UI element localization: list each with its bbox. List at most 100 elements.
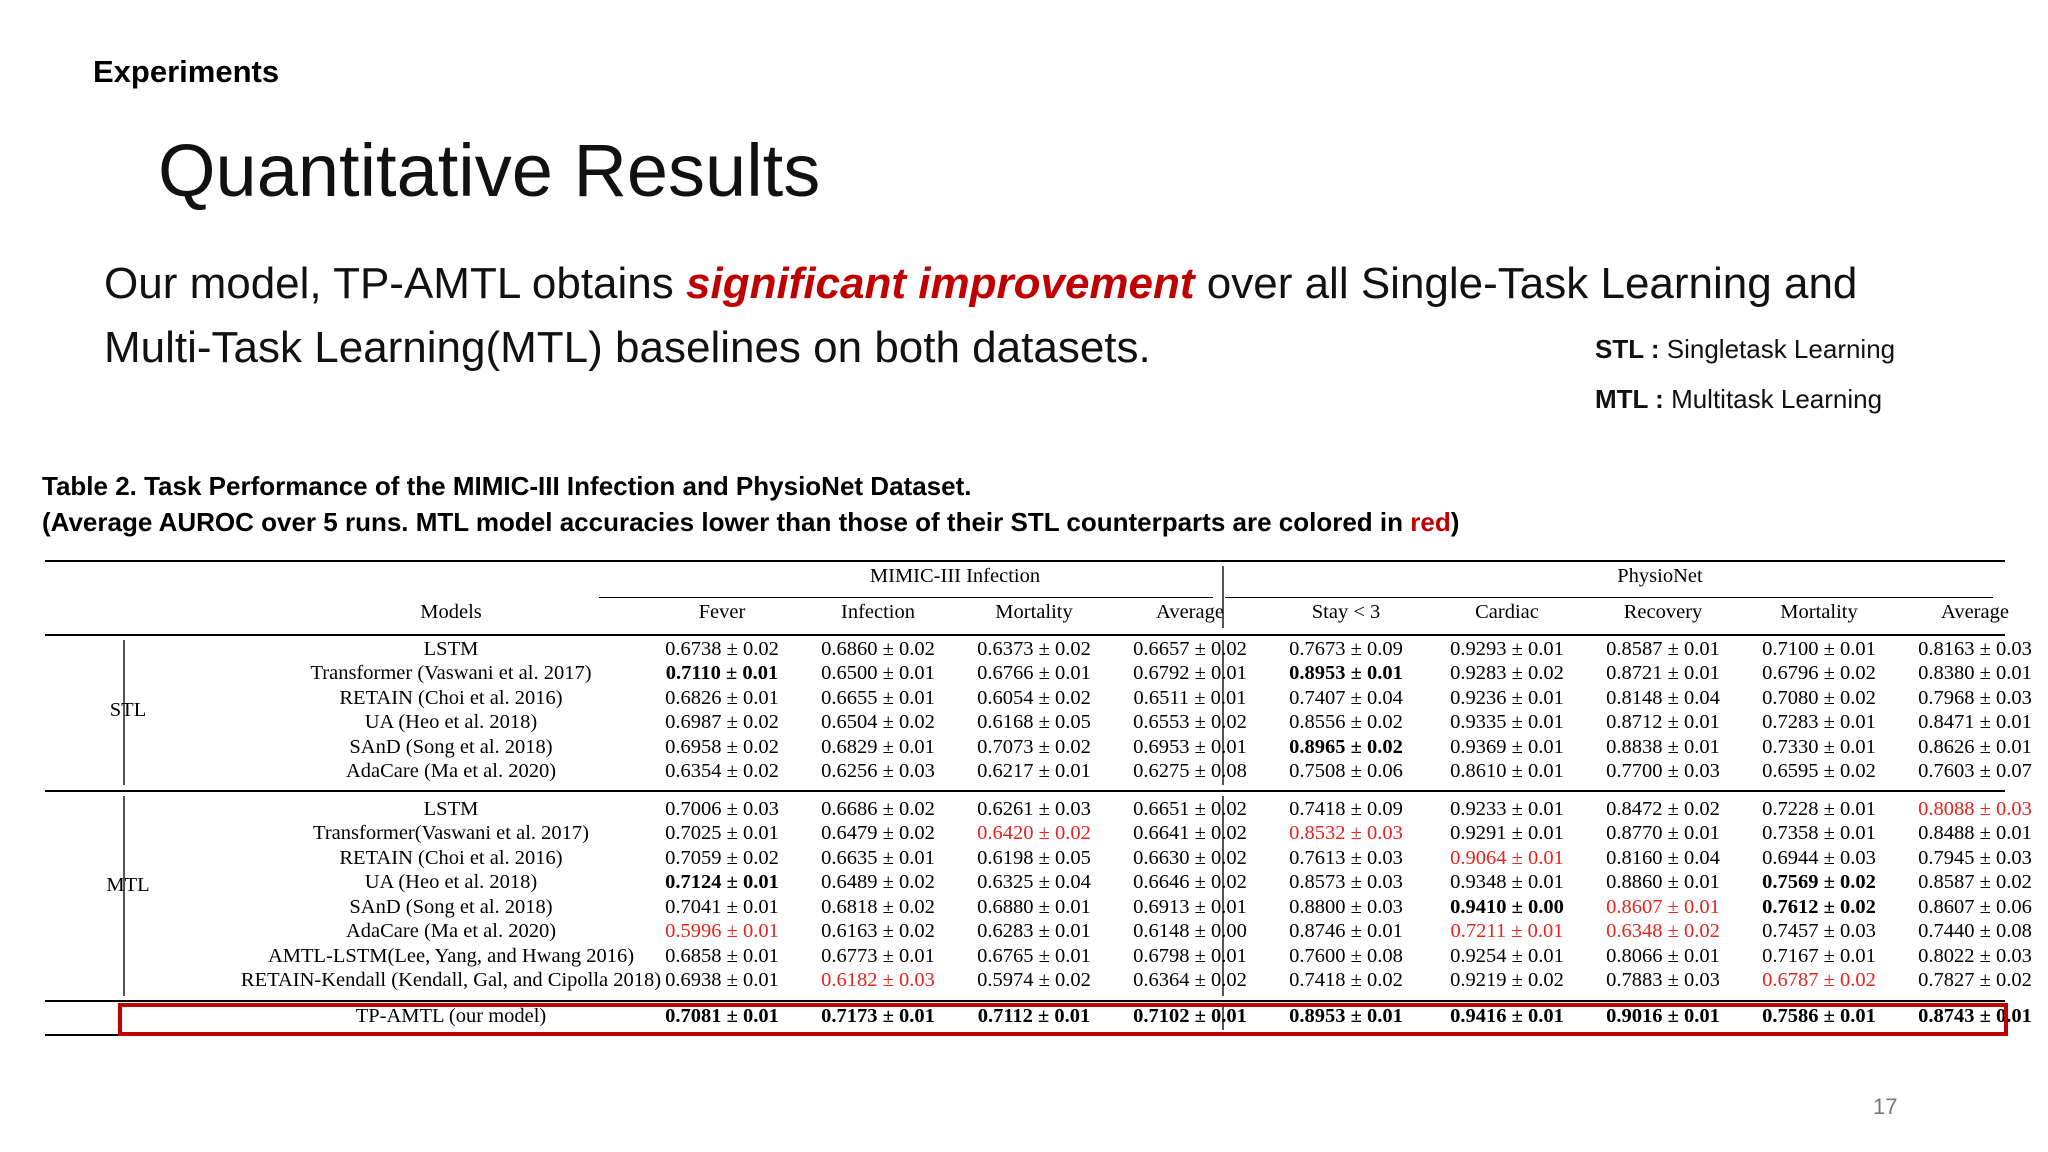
mtl-bottom-rule [45, 1000, 2005, 1002]
caption-red-word: red [1410, 507, 1451, 537]
table-cell: 0.7110 ± 0.01 [665, 662, 779, 684]
table-cell: 0.6630 ± 0.02 [1133, 847, 1247, 869]
model-name: RETAIN (Choi et al. 2016) [339, 687, 563, 709]
table-cell: 0.6738 ± 0.02 [665, 638, 779, 660]
table-cell: 0.6182 ± 0.03 [821, 969, 935, 991]
table-cell: 0.7006 ± 0.03 [665, 798, 779, 820]
table-cell: 0.7457 ± 0.03 [1762, 920, 1876, 942]
table-cell: 0.7612 ± 0.02 [1762, 896, 1876, 918]
lead-line2: Multi-Task Learning(MTL) baselines on bo… [104, 323, 1151, 372]
table-cell: 0.8607 ± 0.06 [1918, 896, 2032, 918]
column-header: Average [1941, 601, 2009, 623]
table-cell: 0.6798 ± 0.01 [1133, 945, 1247, 967]
table-cell: 0.6325 ± 0.04 [977, 871, 1091, 893]
model-name: Transformer (Vaswani et al. 2017) [310, 662, 592, 684]
table-top-rule [45, 560, 2005, 562]
table-cell: 0.7211 ± 0.01 [1450, 920, 1564, 942]
table-cell: 0.6163 ± 0.02 [821, 920, 935, 942]
lead-before: Our model, TP-AMTL obtains [104, 259, 686, 308]
table-cell: 0.9335 ± 0.01 [1450, 711, 1564, 733]
header-bottom-rule [45, 634, 2005, 636]
table-cell: 0.8556 ± 0.02 [1289, 711, 1403, 733]
table-cell-ours: 0.8743 ± 0.01 [1918, 1005, 2032, 1027]
table-cell-ours: 0.7081 ± 0.01 [665, 1005, 779, 1027]
abbr-value: Singletask Learning [1659, 334, 1896, 364]
table-cell: 0.6686 ± 0.02 [821, 798, 935, 820]
table-cell: 0.6489 ± 0.02 [821, 871, 935, 893]
table-cell: 0.9291 ± 0.01 [1450, 822, 1564, 844]
column-header: Mortality [995, 601, 1073, 623]
table-cell: 0.6766 ± 0.01 [977, 662, 1091, 684]
table-cell: 0.6651 ± 0.02 [1133, 798, 1247, 820]
table-cell: 0.8148 ± 0.04 [1606, 687, 1720, 709]
table-cell: 0.6796 ± 0.02 [1762, 662, 1876, 684]
mtl-label-separator [123, 796, 125, 996]
table-cell: 0.8573 ± 0.03 [1289, 871, 1403, 893]
models-header: Models [420, 601, 482, 623]
table-cell: 0.8838 ± 0.01 [1606, 736, 1720, 758]
table-cell: 0.6953 ± 0.01 [1133, 736, 1247, 758]
model-name: SAnD (Song et al. 2018) [349, 896, 553, 918]
table-cell: 0.6641 ± 0.02 [1133, 822, 1247, 844]
table-cell: 0.6261 ± 0.03 [977, 798, 1091, 820]
table-cell: 0.6773 ± 0.01 [821, 945, 935, 967]
abbr-key: MTL : [1595, 384, 1664, 414]
table-cell: 0.7418 ± 0.09 [1289, 798, 1403, 820]
table-cell: 0.6987 ± 0.02 [665, 711, 779, 733]
table-cell: 0.6826 ± 0.01 [665, 687, 779, 709]
table-cell: 0.9254 ± 0.01 [1450, 945, 1564, 967]
group-rule-mimic [599, 597, 1213, 598]
caption-text: ) [1450, 507, 1460, 537]
table-cell: 0.6860 ± 0.02 [821, 638, 935, 660]
column-header: Average [1156, 601, 1224, 623]
table-cell: 0.7440 ± 0.08 [1918, 920, 2032, 942]
table-cell: 0.6217 ± 0.01 [977, 760, 1091, 782]
table-cell: 0.9283 ± 0.02 [1450, 662, 1564, 684]
stl-bottom-rule [45, 790, 2005, 792]
column-header: Infection [841, 601, 915, 623]
table-cell: 0.8471 ± 0.01 [1918, 711, 2032, 733]
table-cell: 0.7613 ± 0.03 [1289, 847, 1403, 869]
table-cell: 0.7025 ± 0.01 [665, 822, 779, 844]
table-cell: 0.6054 ± 0.02 [977, 687, 1091, 709]
table-cell: 0.6765 ± 0.01 [977, 945, 1091, 967]
stl-label-separator [123, 640, 125, 785]
model-name: AMTL-LSTM(Lee, Yang, and Hwang 2016) [267, 945, 635, 967]
table-cell: 0.7600 ± 0.08 [1289, 945, 1403, 967]
caption-line1: Table 2. Task Performance of the MIMIC-I… [42, 471, 972, 501]
table-cell: 0.8488 ± 0.01 [1918, 822, 2032, 844]
table-cell: 0.8746 ± 0.01 [1289, 920, 1403, 942]
table-cell: 0.7358 ± 0.01 [1762, 822, 1876, 844]
table-cell-ours: 0.7586 ± 0.01 [1762, 1005, 1876, 1027]
table-cell: 0.8712 ± 0.01 [1606, 711, 1720, 733]
table-cell: 0.7945 ± 0.03 [1918, 847, 2032, 869]
table-cell: 0.6348 ± 0.02 [1606, 920, 1720, 942]
table-cell: 0.8721 ± 0.01 [1606, 662, 1720, 684]
table-cell: 0.9293 ± 0.01 [1450, 638, 1564, 660]
abbr-value: Multitask Learning [1663, 384, 1883, 414]
table-cell: 0.8965 ± 0.02 [1289, 736, 1403, 758]
caption-text: (Average AUROC over 5 runs. MTL model ac… [42, 507, 1411, 537]
table-cell: 0.9064 ± 0.01 [1450, 847, 1564, 869]
table-cell: 0.7080 ± 0.02 [1762, 687, 1876, 709]
table-cell: 0.6880 ± 0.01 [977, 896, 1091, 918]
table-cell: 0.5974 ± 0.02 [977, 969, 1091, 991]
group-header-mimic: MIMIC-III Infection [869, 565, 1041, 587]
table-cell: 0.6500 ± 0.01 [821, 662, 935, 684]
table-cell: 0.8587 ± 0.01 [1606, 638, 1720, 660]
lead-text: Our model, TP-AMTL obtains significant i… [104, 252, 1857, 380]
model-name: UA (Heo et al. 2018) [364, 711, 538, 733]
model-name: LSTM [423, 798, 479, 820]
model-name: SAnD (Song et al. 2018) [349, 736, 553, 758]
table-cell: 0.7124 ± 0.01 [665, 871, 779, 893]
table-cell: 0.7330 ± 0.01 [1762, 736, 1876, 758]
model-name: RETAIN-Kendall (Kendall, Gal, and Cipoll… [240, 969, 662, 991]
table-cell: 0.8472 ± 0.02 [1606, 798, 1720, 820]
table-caption: Table 2. Task Performance of the MIMIC-I… [42, 468, 1459, 540]
table-cell: 0.7283 ± 0.01 [1762, 711, 1876, 733]
table-cell: 0.7827 ± 0.02 [1918, 969, 2032, 991]
table-cell: 0.7569 ± 0.02 [1762, 871, 1876, 893]
section-label: Experiments [93, 54, 280, 89]
table-cell: 0.6553 ± 0.02 [1133, 711, 1247, 733]
table-cell: 0.7059 ± 0.02 [665, 847, 779, 869]
